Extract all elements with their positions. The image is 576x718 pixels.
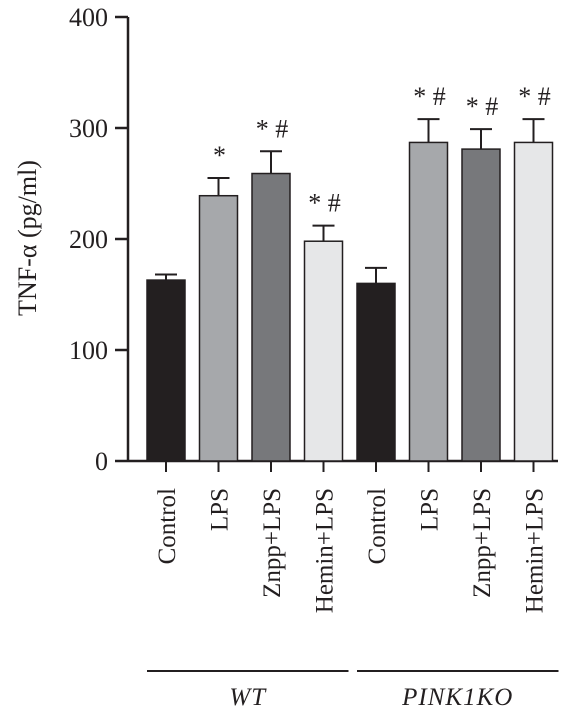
significance-label: * #	[308, 189, 341, 218]
y-tick-label: 400	[69, 3, 108, 32]
category-label: Znpp+LPS	[259, 488, 286, 598]
category-label: Control	[154, 488, 181, 564]
category-labels: Control LPS Znpp+LPS Hemin+LPS Control LPS Znp…	[154, 461, 549, 613]
group-label: WT	[229, 684, 267, 711]
category-label: LPS	[207, 488, 234, 531]
category-label: Znpp+LPS	[469, 488, 496, 598]
bars: * * # * # * # * # * #	[146, 82, 554, 462]
y-tick-label: 100	[69, 336, 108, 365]
bar	[251, 172, 291, 462]
significance-label: *	[213, 141, 226, 170]
bar	[146, 279, 186, 462]
category-label: Control	[364, 488, 391, 564]
bar	[408, 141, 449, 462]
bar	[461, 148, 501, 462]
bar	[513, 141, 554, 462]
group-labels: WT PINK1KO	[147, 670, 559, 711]
significance-label: * #	[256, 114, 289, 143]
bar	[303, 240, 344, 462]
y-axis-label: TNF-α (pg/ml)	[13, 160, 42, 316]
y-tick-label: 0	[95, 447, 108, 476]
significance-label: * #	[466, 92, 499, 121]
bar	[356, 282, 396, 462]
category-label: Hemin+LPS	[522, 488, 549, 613]
bar	[198, 194, 239, 462]
y-tick-label: 200	[69, 225, 108, 254]
category-label: LPS	[417, 488, 444, 531]
significance-label: * #	[518, 82, 551, 111]
significance-label: * #	[413, 82, 446, 111]
category-label: Hemin+LPS	[312, 488, 339, 613]
group-label: PINK1KO	[401, 684, 513, 711]
y-tick-label: 300	[69, 114, 108, 143]
